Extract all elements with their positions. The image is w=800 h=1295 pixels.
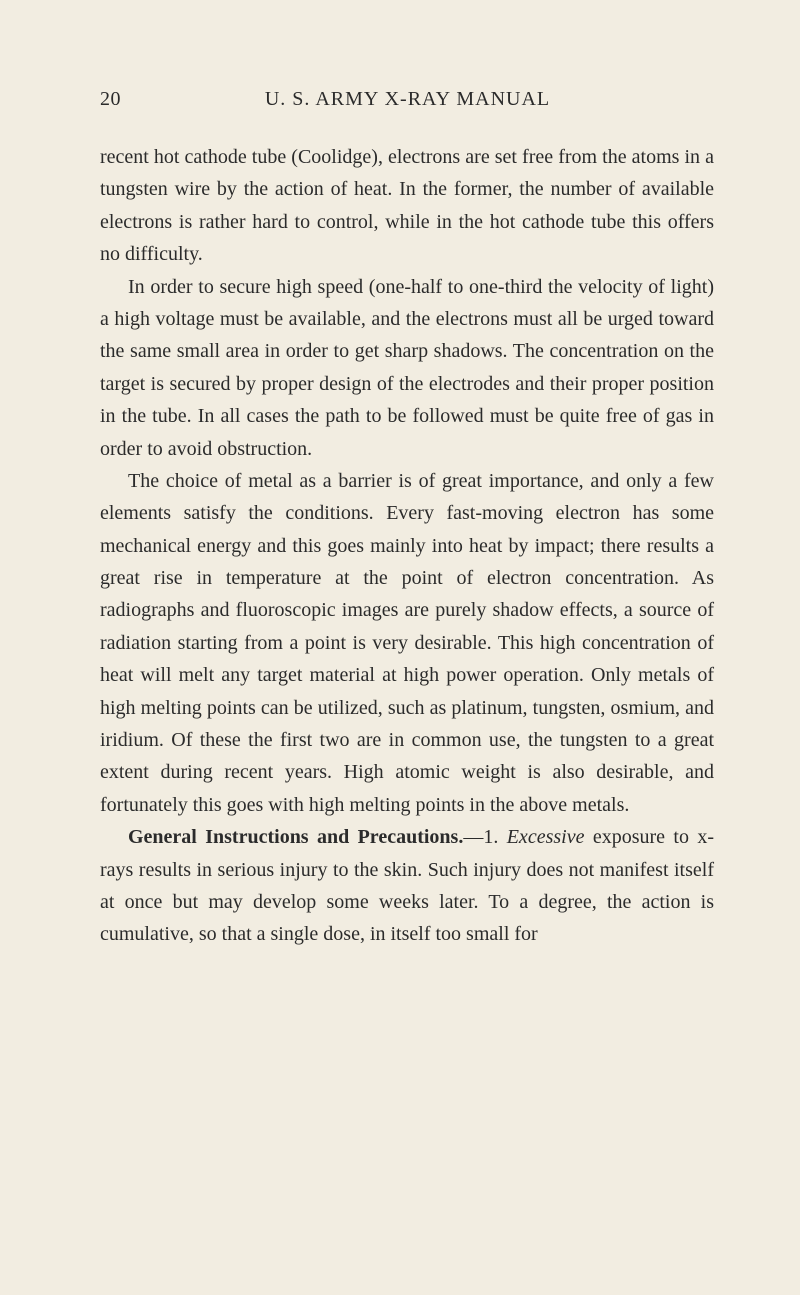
paragraph-4: General Instructions and Precautions.—1.… — [100, 821, 714, 951]
page-number: 20 — [100, 88, 121, 111]
paragraph-2: In order to secure high speed (one-half … — [100, 271, 714, 465]
body-text: recent hot cathode tube (Coolidge), elec… — [100, 141, 714, 951]
italic-term: Excessive — [507, 826, 585, 848]
running-title: U. S. ARMY X-RAY MANUAL — [265, 88, 550, 111]
paragraph-3: The choice of metal as a barrier is of g… — [100, 465, 714, 821]
paragraph-1: recent hot cathode tube (Coolidge), elec… — [100, 141, 714, 271]
run-in-heading: General Instructions and Precautions. — [128, 826, 463, 848]
page-header: 20 U. S. ARMY X-RAY MANUAL — [100, 88, 714, 111]
section-number: —1. — [463, 826, 506, 848]
page: 20 U. S. ARMY X-RAY MANUAL recent hot ca… — [0, 0, 800, 1295]
header-spacer — [694, 88, 714, 111]
